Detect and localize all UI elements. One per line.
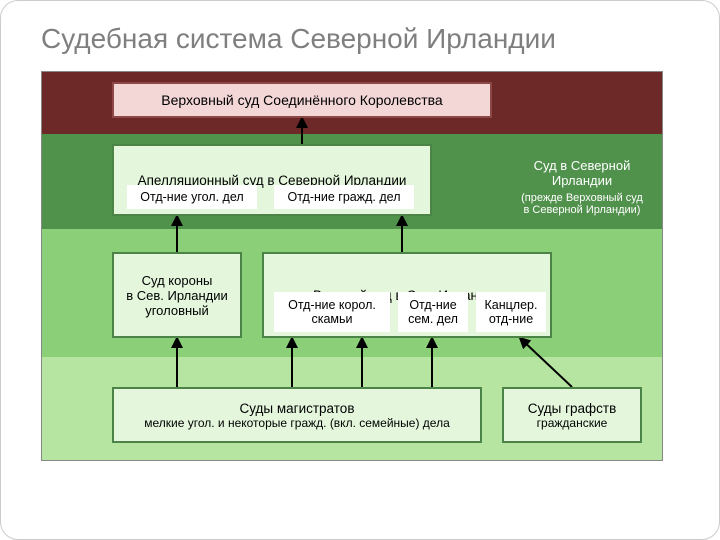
box-supreme-line1: Верховный суд Соединённого Королевства xyxy=(161,92,442,108)
box-ni_court: Суд в Северной Ирландии (прежде Верховный… xyxy=(512,142,652,232)
box-crown-line2: в Сев. Ирландии xyxy=(126,288,228,303)
box-ni_court-note: (прежде Верховный суд в Северной Ирланди… xyxy=(518,192,646,216)
box-county: Суды графствгражданские xyxy=(502,387,642,443)
box-magistrates-line2: мелкие угол. и некоторые гражд. (вкл. се… xyxy=(144,416,450,430)
box-crown: Суд короныв Сев. Ирландииуголовный xyxy=(112,252,242,338)
slide: Судебная система Северной Ирландии Верхо… xyxy=(0,0,720,540)
sub-high_fam: Отд-ние сем. дел xyxy=(398,292,468,332)
box-ni_court-line1: Суд в Северной Ирландии xyxy=(518,158,646,188)
sub-high_qbd: Отд-ние корол. скамьи xyxy=(274,292,390,332)
sub-high_chanc: Канцлер. отд-ние xyxy=(476,292,546,332)
sub-appeal_civ: Отд-ние гражд. дел xyxy=(274,185,414,209)
box-county-line1: Суды графств xyxy=(528,401,617,416)
box-magistrates: Суды магистратовмелкие угол. и некоторые… xyxy=(112,387,482,443)
box-magistrates-line1: Суды магистратов xyxy=(239,401,354,416)
court-diagram: Верховный суд Соединённого КоролевстваАп… xyxy=(41,71,663,461)
sub-appeal_crim: Отд-ние угол. дел xyxy=(127,185,257,209)
box-crown-line3: уголовный xyxy=(145,303,209,318)
box-county-line2: гражданские xyxy=(537,416,608,430)
box-supreme: Верховный суд Соединённого Королевства xyxy=(112,82,492,118)
slide-title: Судебная система Северной Ирландии xyxy=(41,23,679,55)
box-crown-line1: Суд короны xyxy=(142,273,213,288)
